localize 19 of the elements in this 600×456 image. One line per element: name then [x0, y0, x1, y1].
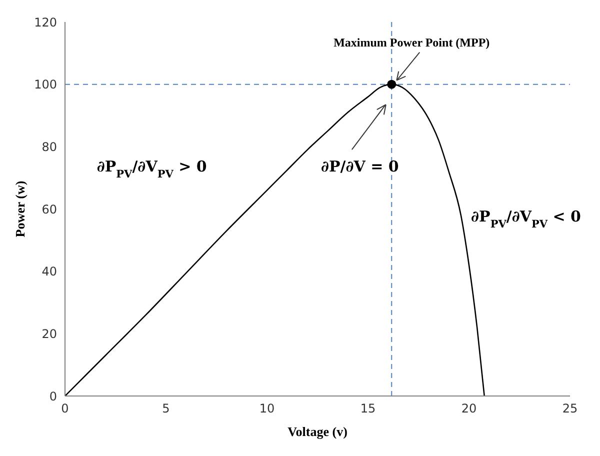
x-tick-label: 15	[360, 402, 376, 416]
y-tick-label: 100	[34, 78, 57, 92]
y-axis-title: Power (w)	[12, 180, 28, 238]
annotation: ∂P$_{PV}$/∂V$_{PV}$ < 0	[471, 207, 582, 230]
y-tick-label: 40	[42, 264, 57, 279]
y-tick-label: 20	[42, 326, 57, 341]
annotation: ∂P/∂V = 0	[320, 158, 399, 176]
x-tick-label: 20	[461, 402, 477, 416]
y-tick-label: 60	[42, 202, 57, 216]
y-tick-label: 0	[49, 389, 57, 404]
x-tick-label: 5	[162, 402, 170, 416]
annotation: ∂P$_{PV}$/∂V$_{PV}$ > 0	[96, 158, 207, 181]
x-tick-label: 10	[259, 402, 275, 416]
x-axis-title: Voltage (v)	[288, 424, 348, 439]
x-tick-label: 0	[61, 402, 69, 416]
x-tick-label: 25	[562, 402, 578, 416]
y-tick-label: 120	[34, 15, 57, 30]
annotation: Maximum Power Point (MPP)	[334, 35, 490, 50]
y-tick-label: 80	[42, 140, 57, 154]
